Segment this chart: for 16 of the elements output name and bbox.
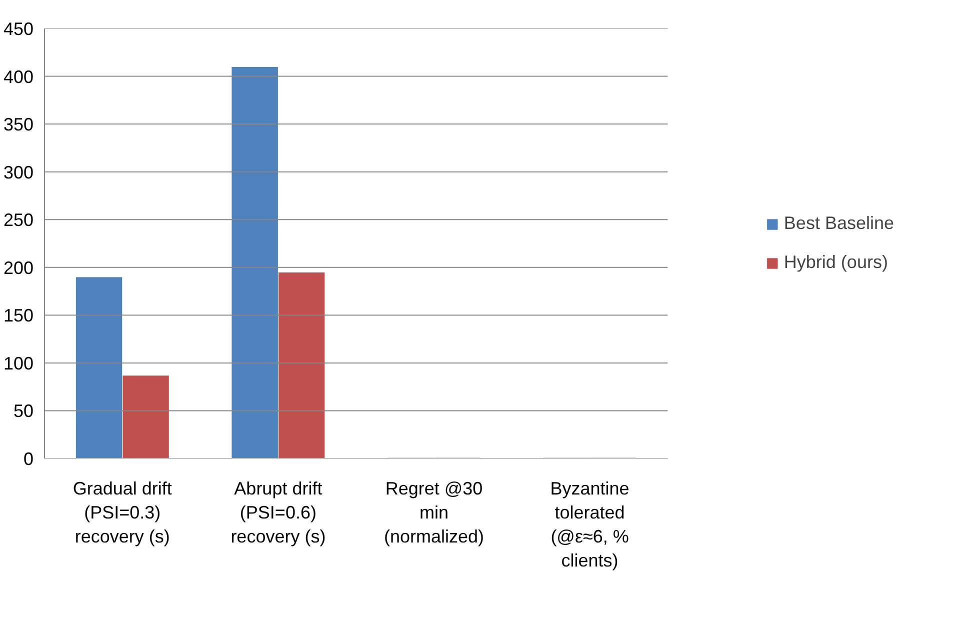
x-tick-label: Abrupt drift (PSI=0.6) recovery (s): [230, 478, 326, 546]
y-tick-label: 150: [3, 306, 34, 326]
x-tick-label: Regret @30 min (normalized): [384, 478, 484, 546]
y-tick-label: 300: [3, 162, 34, 182]
y-tick-label: 100: [3, 353, 34, 374]
y-tick-label: 250: [3, 210, 34, 230]
y-tick-label: 450: [3, 19, 34, 39]
x-tick-label: Byzantine tolerated (@ε≈6, % clients): [550, 478, 630, 570]
y-tick-label: 400: [3, 66, 34, 87]
legend-label: Best Baseline: [784, 213, 894, 234]
x-tick-label: Gradual drift (PSI=0.3) recovery (s): [72, 478, 172, 546]
legend-label: Hybrid (ours): [784, 252, 888, 273]
y-tick-label: 50: [13, 401, 34, 422]
y-tick-label: 200: [3, 258, 34, 278]
y-tick-label: 350: [3, 114, 34, 135]
y-tick-label: 0: [23, 449, 34, 469]
